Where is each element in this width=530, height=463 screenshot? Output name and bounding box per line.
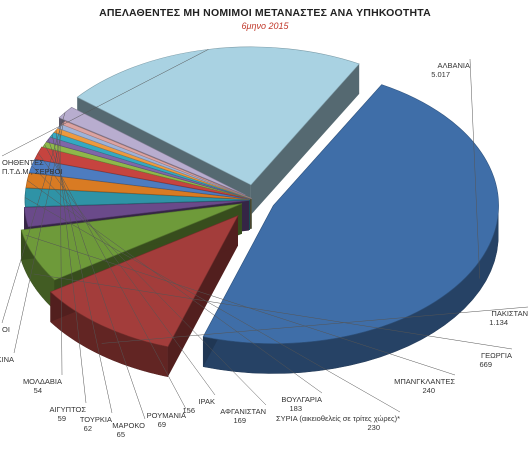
pie-slice	[58, 106, 246, 196]
pie-slice	[34, 146, 251, 200]
pie-slice	[76, 46, 360, 186]
leader-line	[31, 165, 267, 406]
chart-title: ΑΠΕΛΑΘΕΝΤΕΣ ΜΗ ΝΟΜΙΜΟΙ ΜΕΤΑΝΑΣΤΕΣ ΑΝΑ ΥΠ…	[99, 7, 431, 19]
slice-label-value: 59	[58, 414, 66, 423]
leader-line	[13, 122, 64, 354]
leader-line	[25, 234, 456, 376]
slice-label-name: ΟΗΘΕΝΤΕΣ	[2, 158, 44, 167]
pie-slices	[20, 46, 499, 378]
leader-line	[55, 130, 87, 404]
leader-line	[37, 152, 216, 396]
slice-label-name: ΓΕΩΡΓΙΑ	[481, 351, 512, 360]
slice-label-name: ΣΥΡΙΑ (αικειοθελείς σε τρίτες χώρες)*	[276, 414, 400, 423]
slice-label-value: 240	[422, 386, 435, 395]
leader-line	[469, 58, 480, 279]
slice-label-value: 5.017	[431, 70, 450, 79]
leader-line	[44, 144, 187, 410]
pie-slice	[20, 203, 243, 281]
slice-label-name: Π.Τ.Δ.Μ., ΣΕΡΒΟΙ	[2, 167, 63, 176]
pie-slice	[61, 120, 252, 199]
slice-label-name: ΙΡΑΚ	[198, 397, 215, 406]
pie-slice-edge	[250, 63, 360, 215]
slice-label-value: 62	[84, 424, 92, 433]
slice-label-value: 669	[479, 360, 492, 369]
slice-label-value: 230	[367, 423, 380, 432]
slice-label-value: 1.134	[489, 318, 508, 327]
slice-label-name: ΠΑΚΙΣΤΑΝ	[491, 309, 528, 318]
leader-line	[1, 112, 66, 324]
leader-line	[24, 197, 401, 413]
leader-line	[1, 49, 209, 157]
slice-label-name: ΡΟΥΜΑΝΙΑ	[147, 411, 186, 420]
slice-label-name: ΑΙΓΥΠΤΟΣ	[49, 405, 86, 414]
chart-subtitle: 6μηνο 2015	[241, 21, 289, 31]
slice-label-name: ΤΟΥΡΚΙΑ	[80, 415, 112, 424]
pie-slice	[23, 200, 250, 228]
leader-line	[27, 180, 323, 394]
slice-label-name: ΚΙΝΑ	[0, 355, 14, 364]
slice-label-name: ΑΦΓΑΝΙΣΤΑΝ	[220, 407, 266, 416]
leader-line	[48, 139, 146, 420]
slice-label-name: ΜΟΛΔΑΒΙΑ	[23, 377, 62, 386]
slice-label-value: 156	[182, 406, 195, 415]
leader-line	[51, 134, 113, 414]
slice-label-name: ΟΙ	[2, 325, 10, 334]
slice-label-value: 54	[34, 386, 42, 395]
leader-line	[33, 273, 513, 350]
pie-slice	[49, 215, 239, 348]
slice-label-name: ΜΑΡΟΚΟ	[112, 421, 145, 430]
slice-label-value: 169	[233, 416, 246, 425]
slice-label-name: ΒΟΥΛΓΑΡΙΑ	[281, 395, 322, 404]
slice-label-name: ΜΠΑΝΓΚΛΑΝΤΕΣ	[394, 377, 455, 386]
slice-label-value: 65	[117, 430, 125, 439]
pie-slice	[202, 84, 499, 344]
slice-label-name: ΑΛΒΑΝΙΑ	[437, 61, 470, 70]
slice-label-value: 183	[289, 404, 302, 413]
leader-line	[59, 126, 63, 376]
slice-label-value: 69	[158, 420, 166, 429]
pie-slice	[28, 158, 251, 200]
